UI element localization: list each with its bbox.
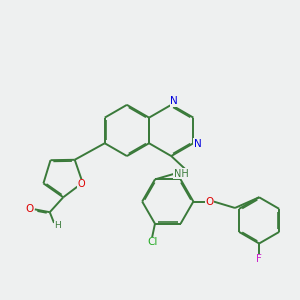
Text: O: O [205,196,214,206]
Text: H: H [54,221,61,230]
Text: O: O [26,204,34,214]
Text: NH: NH [174,169,189,179]
Text: F: F [256,254,262,264]
Text: O: O [77,179,85,190]
Text: N: N [170,96,178,106]
Text: N: N [194,139,202,149]
Text: Cl: Cl [147,237,157,247]
